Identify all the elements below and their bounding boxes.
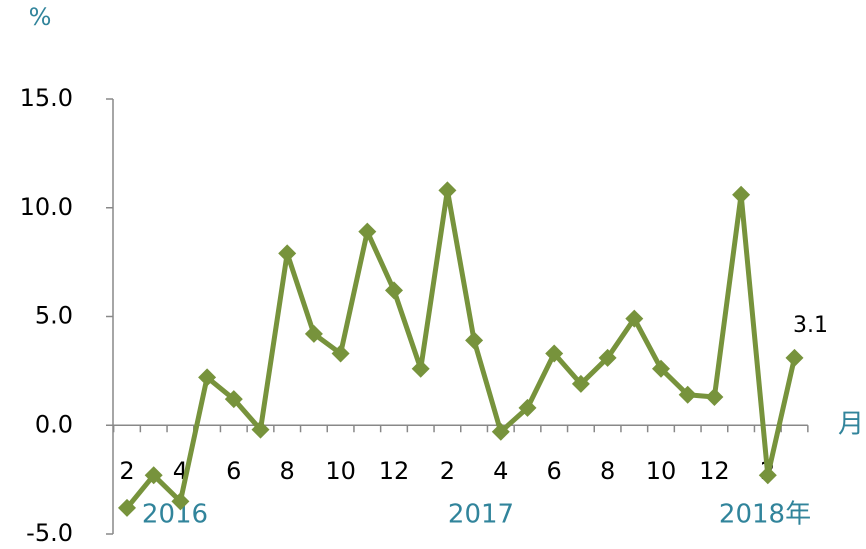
- x-tick-label: 2: [440, 457, 455, 485]
- marker: [678, 385, 697, 404]
- marker: [198, 368, 217, 387]
- marker: [278, 244, 297, 263]
- x-tick-label: 6: [547, 457, 562, 485]
- marker: [545, 344, 564, 363]
- y-tick-label: -5.0: [26, 519, 73, 547]
- x-tick-label: 10: [325, 457, 356, 485]
- y-tick-label: 15.0: [20, 84, 73, 112]
- marker: [224, 390, 243, 409]
- y-tick-label: 0.0: [35, 410, 73, 438]
- marker: [491, 422, 510, 441]
- marker: [625, 309, 644, 328]
- marker: [705, 387, 724, 406]
- marker: [251, 420, 270, 439]
- marker: [331, 344, 350, 363]
- year-label: 2018年: [719, 500, 811, 530]
- marker: [465, 331, 484, 350]
- marker: [171, 492, 190, 511]
- x-tick-label: 12: [379, 457, 410, 485]
- x-tick-label: 2: [119, 457, 134, 485]
- marker: [358, 222, 377, 241]
- marker: [571, 374, 590, 393]
- x-tick-label: 8: [600, 457, 615, 485]
- x-tick-label: 6: [226, 457, 241, 485]
- marker: [732, 185, 751, 204]
- marker: [518, 398, 537, 417]
- y-tick-label: 10.0: [20, 193, 73, 221]
- x-axis-label: 月: [838, 410, 864, 440]
- marker: [385, 281, 403, 300]
- x-tick-label: 10: [646, 457, 677, 485]
- x-tick-label: 4: [493, 457, 508, 485]
- marker: [304, 324, 323, 343]
- data-label: 3.1: [793, 313, 828, 338]
- marker: [144, 466, 163, 485]
- marker: [438, 181, 457, 200]
- marker: [652, 359, 670, 378]
- marker: [758, 466, 777, 485]
- y-tick-label: 5.0: [35, 302, 73, 330]
- x-tick-label: 8: [280, 457, 295, 485]
- marker: [785, 348, 804, 367]
- marker: [411, 359, 430, 378]
- marker: [598, 348, 617, 367]
- year-label: 2017: [448, 500, 514, 530]
- x-tick-label: 12: [699, 457, 730, 485]
- y-axis-label: %: [29, 3, 52, 31]
- marker: [118, 498, 136, 517]
